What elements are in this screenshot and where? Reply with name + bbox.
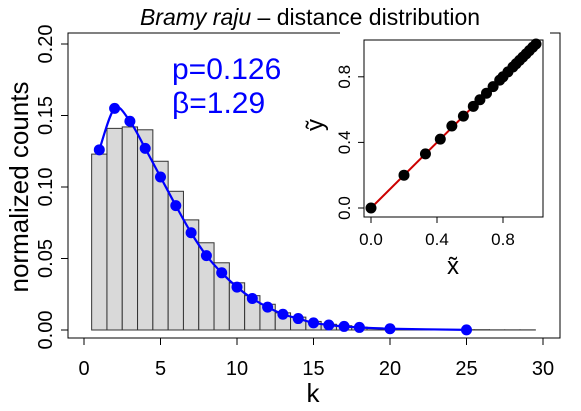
x-tick-label: 25 [455, 358, 477, 380]
inset-point [457, 110, 469, 122]
inset-point [434, 133, 446, 145]
x-tick-label: 0 [78, 358, 89, 380]
x-tick-label: 30 [532, 358, 554, 380]
y-tick-label: 0.20 [35, 25, 57, 64]
x-tick-label: 20 [379, 358, 401, 380]
fit-point [109, 102, 121, 114]
fit-point [231, 281, 243, 293]
inset-x-tick-label: 0.0 [359, 230, 383, 249]
fit-point [262, 301, 274, 313]
inset-x-tick-label: 0.8 [491, 230, 515, 249]
fit-point [139, 142, 151, 154]
main-axes: 0 5 10 15 20 25 30 0.00 0.05 0.10 0.15 0.20 [35, 25, 561, 380]
fit-point [277, 308, 289, 320]
fit-point [353, 321, 365, 333]
fit-point [323, 319, 335, 331]
annotation-p: p=0.126 [172, 53, 281, 86]
fit-point [200, 250, 212, 262]
histogram-bar [121, 126, 139, 331]
fit-point [185, 227, 197, 239]
fit-point [155, 171, 166, 183]
x-tick-label: 15 [302, 358, 324, 380]
inset-x-label: x̃ [447, 253, 459, 280]
fit-point [124, 115, 136, 127]
inset-point [398, 169, 410, 181]
x-axis-label: k [307, 378, 321, 408]
chart-title: Bramy raju – distance distribution [140, 4, 480, 30]
chart-title-italic: Bramy raju [140, 4, 251, 30]
histogram-bar [106, 127, 123, 331]
fit-point [246, 293, 258, 305]
fit-point [308, 317, 319, 329]
inset-point [446, 120, 458, 132]
inset-point [419, 148, 431, 160]
inset-x-tick-label: 0.4 [425, 230, 449, 249]
y-tick-label: 0.00 [35, 311, 57, 350]
inset-y-tick-label: 0.0 [335, 196, 354, 220]
fit-point [292, 313, 304, 325]
fit-point [216, 267, 228, 279]
y-tick-label: 0.05 [35, 239, 57, 278]
inset-point [530, 38, 542, 50]
chart-title-rest: – distance distribution [251, 4, 480, 30]
annotation-beta: β=1.29 [172, 87, 265, 120]
inset-y-tick-label: 0.8 [335, 65, 354, 89]
y-axis-label: normalized counts [4, 82, 34, 293]
y-tick-label: 0.15 [35, 96, 57, 135]
histogram-bars [91, 126, 536, 331]
fit-curve-group [93, 102, 472, 336]
inset-scatter: 0.0 0.4 0.8 0.0 0.4 0.8 [335, 38, 544, 249]
fit-point [170, 200, 182, 212]
fit-point [461, 324, 472, 336]
fit-point [384, 323, 396, 335]
fit-point [338, 320, 350, 332]
x-tick-label: 10 [226, 358, 248, 380]
fit-point [93, 144, 105, 156]
histogram-bar [167, 190, 184, 331]
inset-y-tick-label: 0.4 [335, 131, 354, 155]
histogram-bar [91, 153, 108, 331]
y-tick-label: 0.10 [35, 168, 57, 207]
inset-y-label: ỹ [302, 119, 329, 131]
x-tick-label: 5 [155, 358, 166, 380]
inset-point [365, 202, 377, 214]
